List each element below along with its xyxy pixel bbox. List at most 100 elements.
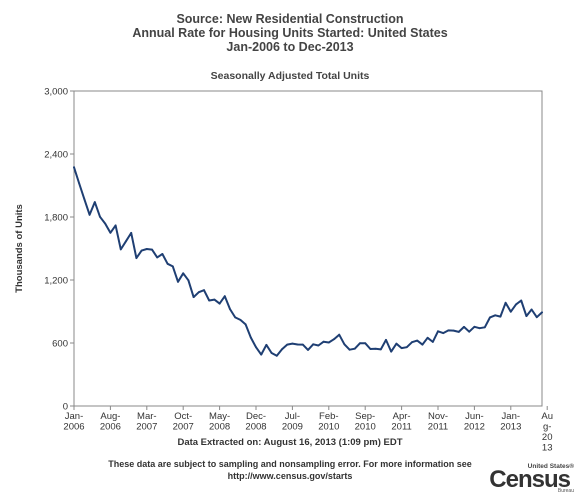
y-tick-label: 2,400: [44, 150, 68, 161]
x-tick-label: Jun-2012: [464, 411, 485, 433]
data-point: [416, 339, 419, 342]
logo-sub-text: Bureau: [557, 488, 574, 494]
data-point: [379, 348, 382, 351]
data-point: [265, 344, 268, 346]
data-point: [348, 348, 351, 351]
data-point: [535, 316, 538, 319]
data-point: [463, 326, 465, 328]
chart-subtitle: Seasonally Adjusted Total Units: [210, 70, 370, 82]
data-point: [229, 308, 231, 310]
chart-title-line-3: Jan-2006 to Dec-2013: [226, 40, 354, 54]
data-point: [83, 198, 86, 201]
x-tick-label: Dec-2008: [245, 411, 266, 433]
footer-link[interactable]: http://www.census.gov/starts: [227, 471, 353, 481]
data-point: [260, 353, 263, 356]
data-point: [213, 298, 216, 301]
y-tick-label: 0: [63, 402, 68, 413]
data-point: [125, 240, 127, 243]
data-point: [468, 330, 471, 333]
data-point: [93, 201, 96, 204]
data-point: [135, 257, 138, 259]
data-point: [353, 347, 356, 350]
data-point: [369, 348, 372, 350]
data-point: [359, 342, 361, 345]
data-point: [281, 348, 283, 351]
data-point: [489, 316, 491, 319]
data-point: [99, 215, 101, 218]
footer-note: These data are subject to sampling and n…: [0, 458, 580, 482]
data-point: [270, 352, 273, 354]
data-point: [151, 248, 153, 251]
data-point: [161, 253, 164, 255]
data-point: [437, 330, 439, 333]
logo-top-text: United States®: [527, 463, 574, 470]
data-point: [317, 344, 320, 347]
data-point: [223, 295, 226, 298]
data-point: [333, 338, 335, 341]
y-axis-label: Thousands of Units: [14, 204, 25, 293]
data-point: [343, 343, 346, 346]
data-point: [145, 248, 148, 250]
data-point: [411, 341, 413, 344]
data-point: [390, 350, 393, 353]
data-point: [541, 311, 543, 314]
x-tick-label: Mar-2007: [136, 411, 157, 433]
chart-title-block: Source: New Residential Construction Ann…: [0, 12, 580, 54]
data-point: [395, 342, 398, 345]
data-point: [483, 326, 486, 329]
data-point: [275, 354, 278, 357]
y-tick-label: 3,000: [44, 87, 68, 98]
data-point: [452, 329, 455, 332]
data-point: [364, 342, 367, 345]
data-point: [291, 342, 294, 345]
data-point: [301, 343, 304, 346]
x-tick-label: Sep-2010: [355, 411, 376, 433]
data-point: [457, 331, 460, 333]
data-point: [192, 296, 195, 298]
data-point: [208, 299, 211, 302]
data-point: [130, 232, 133, 234]
logo-main-text: Census: [489, 466, 571, 493]
data-point: [447, 329, 450, 332]
data-point: [177, 280, 179, 283]
x-tick-label: Feb-2010: [318, 411, 339, 433]
data-point: [400, 347, 403, 349]
data-point: [374, 347, 377, 350]
data-point: [431, 341, 434, 343]
data-point: [187, 279, 190, 282]
x-tick-label: Jan-2006: [63, 411, 84, 433]
data-point: [509, 310, 512, 313]
y-tick-label: 1,800: [44, 213, 68, 224]
data-point: [140, 249, 143, 252]
data-point: [504, 301, 507, 304]
data-point: [473, 325, 476, 328]
data-point: [312, 343, 315, 346]
x-tick-label: May-2008: [209, 411, 230, 433]
data-point: [255, 346, 257, 349]
data-point: [520, 299, 523, 302]
x-tick-label: Jul-2009: [282, 411, 303, 433]
data-point: [338, 333, 341, 336]
chart-title-line-2: Annual Rate for Housing Units Started: U…: [132, 26, 448, 40]
data-point: [426, 336, 429, 339]
data-point: [114, 224, 117, 227]
data-point: [88, 213, 91, 216]
data-extracted-note: Data Extracted on: August 16, 2013 (1:09…: [177, 437, 403, 448]
data-point: [171, 265, 174, 268]
data-point: [286, 343, 289, 346]
data-point: [218, 302, 221, 305]
data-point: [322, 340, 325, 343]
plot-area-frame: [73, 90, 543, 407]
data-point: [499, 315, 502, 318]
data-point: [296, 343, 299, 346]
data-point: [478, 327, 481, 330]
census-bureau-logo: United States® Census Bureau: [489, 463, 574, 494]
data-point: [197, 291, 200, 294]
data-point: [385, 339, 387, 341]
data-point: [234, 316, 237, 319]
data-point: [239, 319, 242, 321]
y-tick-label: 600: [52, 339, 68, 350]
data-point: [515, 303, 517, 306]
x-tick-label: Au g-20 13: [541, 411, 553, 454]
